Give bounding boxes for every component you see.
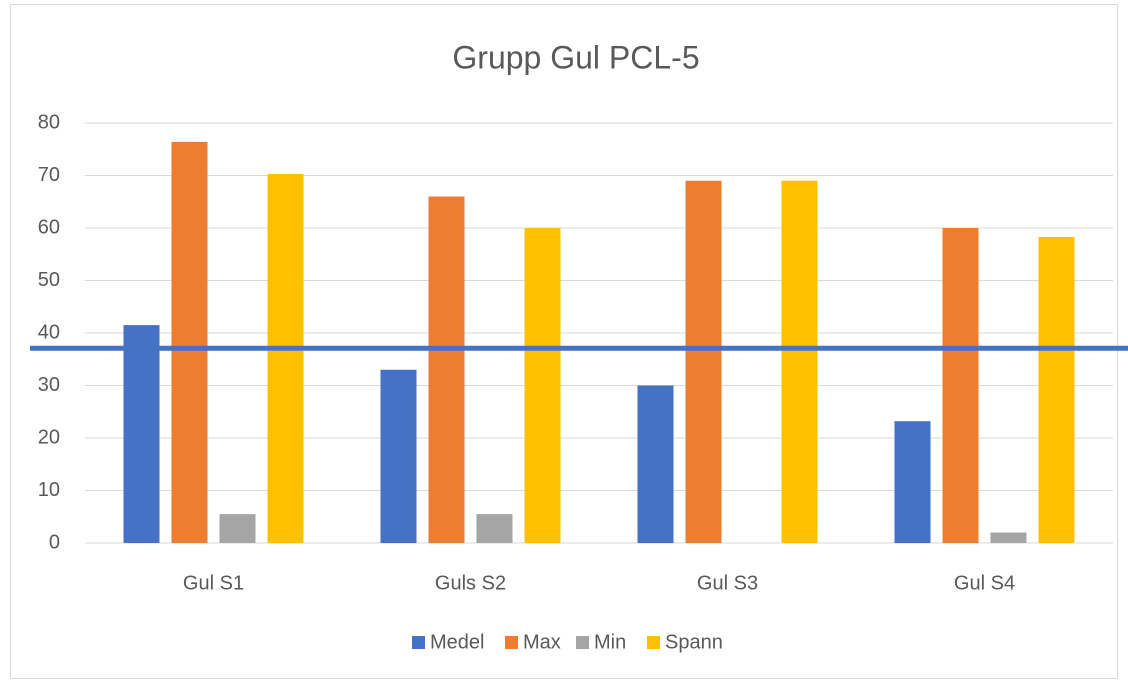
legend-swatch (412, 636, 425, 649)
y-tick-label: 40 (38, 321, 60, 343)
y-tick-label: 10 (38, 479, 60, 501)
bar (1038, 236, 1075, 544)
bar (637, 385, 674, 543)
bar (171, 141, 208, 543)
bar (942, 228, 979, 543)
legend-swatch (576, 636, 589, 649)
bar (990, 532, 1027, 543)
bar (267, 173, 304, 544)
legend-label: Min (594, 631, 626, 653)
bar (476, 514, 513, 543)
bar (380, 369, 417, 543)
y-tick-label: 30 (38, 374, 60, 396)
x-tick-label: Guls S2 (435, 572, 506, 594)
y-tick-label: 0 (49, 531, 60, 553)
legend-swatch (647, 636, 660, 649)
bar (219, 514, 256, 543)
legend-swatch (505, 636, 518, 649)
bar (428, 196, 465, 543)
legend-label: Medel (430, 631, 484, 653)
chart-title: Grupp Gul PCL-5 (452, 39, 699, 75)
legend-label: Max (523, 631, 561, 653)
x-tick-label: Gul S1 (183, 572, 244, 594)
bar (524, 228, 561, 543)
x-tick-label: Gul S3 (697, 572, 758, 594)
y-tick-label: 80 (38, 111, 60, 133)
bar (894, 421, 931, 543)
x-tick-label: Gul S4 (954, 572, 1015, 594)
y-tick-label: 60 (38, 216, 60, 238)
bar (123, 325, 160, 543)
y-tick-label: 70 (38, 164, 60, 186)
bar (781, 180, 818, 543)
legend-label: Spann (665, 631, 723, 653)
bar (685, 180, 722, 543)
y-tick-label: 50 (38, 269, 60, 291)
y-tick-label: 20 (38, 426, 60, 448)
